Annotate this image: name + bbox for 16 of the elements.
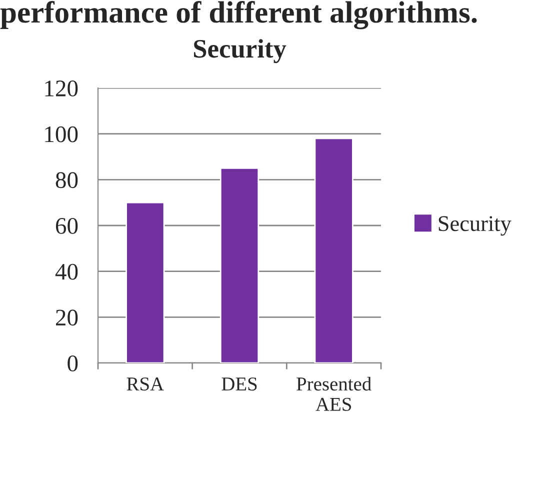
y-tick-label: 0: [68, 355, 78, 372]
bar: [314, 138, 354, 363]
y-tick-label: 60: [56, 218, 78, 234]
x-tick-label: DES: [222, 378, 257, 391]
x-tick-label: RSA: [126, 378, 164, 391]
y-tick-label: 20: [56, 310, 78, 326]
y-tick-label: 100: [45, 126, 78, 142]
bar: [220, 168, 260, 363]
legend-label: Security: [438, 216, 512, 236]
bar: [126, 202, 165, 363]
text: performance of different algorithms.: [0, 0, 477, 30]
chart-title: Security: [194, 39, 286, 64]
y-tick-label: 40: [55, 264, 78, 280]
y-tick-label: 120: [45, 80, 78, 96]
x-tick-label: Presented AES: [296, 376, 372, 411]
y-tick-label: 80: [56, 172, 78, 188]
